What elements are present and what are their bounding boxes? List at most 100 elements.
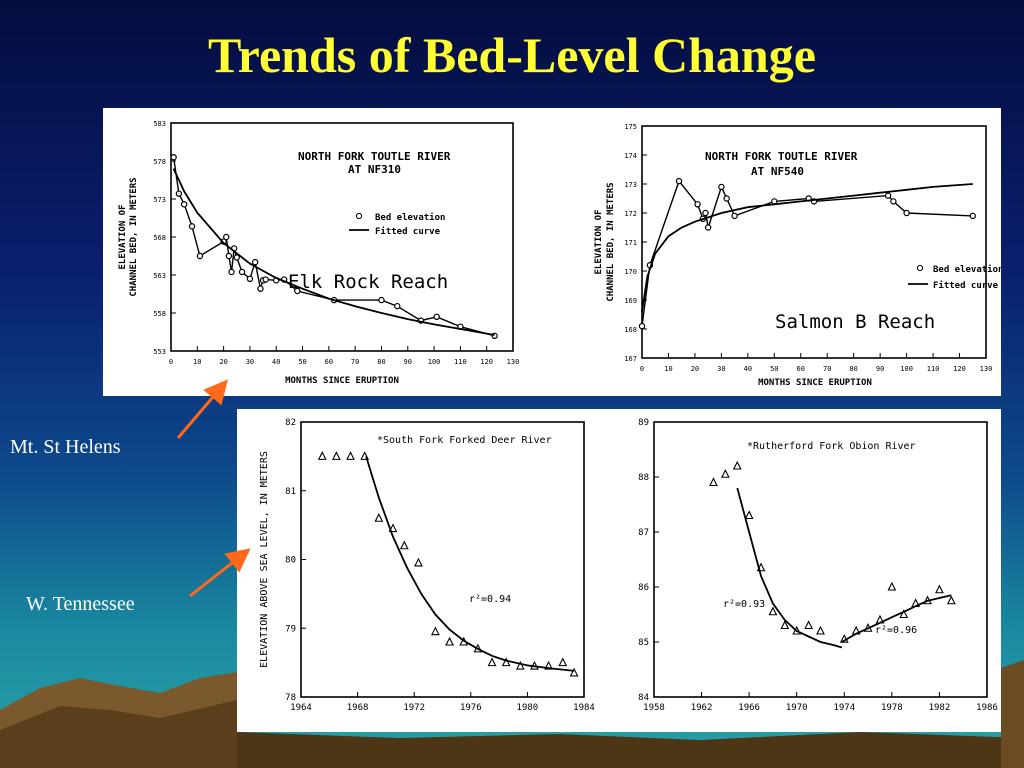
data-point bbox=[228, 268, 235, 276]
chart-title: *Rutherford Fork Obion River bbox=[747, 441, 916, 452]
data-point bbox=[702, 209, 709, 217]
chart-title: AT NF310 bbox=[348, 163, 401, 176]
y-tick-label: 175 bbox=[624, 123, 637, 131]
y-axis-label: ELEVATION ABOVE SEA LEVEL, IN METERS bbox=[259, 451, 270, 668]
x-tick-label: 10 bbox=[193, 358, 201, 366]
data-point bbox=[890, 198, 897, 205]
chart-title: NORTH FORK TOUTLE RIVER bbox=[298, 150, 451, 163]
x-tick-label: 30 bbox=[717, 365, 725, 373]
x-tick-label: 40 bbox=[744, 365, 752, 373]
x-tick-label: 1966 bbox=[738, 703, 760, 713]
fitted-curve bbox=[736, 487, 843, 649]
bed-elevation-line bbox=[172, 157, 495, 337]
data-point bbox=[935, 584, 944, 594]
x-tick-label: 60 bbox=[797, 365, 805, 373]
y-tick-label: 87 bbox=[638, 528, 649, 538]
data-point bbox=[175, 190, 183, 197]
x-tick-label: 30 bbox=[246, 358, 254, 366]
data-point bbox=[394, 302, 401, 310]
x-tick-label: 50 bbox=[298, 358, 306, 366]
x-tick-label: 90 bbox=[404, 358, 412, 366]
y-tick-label: 563 bbox=[153, 272, 166, 280]
r-squared-label: r²=0.93 bbox=[723, 599, 765, 610]
data-point bbox=[180, 201, 188, 208]
y-tick-label: 578 bbox=[153, 158, 166, 166]
data-point bbox=[899, 609, 909, 619]
fitted-curve bbox=[641, 183, 973, 312]
x-tick-label: 1972 bbox=[403, 703, 425, 713]
y-tick-label: 171 bbox=[624, 239, 637, 247]
data-point bbox=[196, 252, 204, 260]
x-tick-label: 70 bbox=[351, 358, 359, 366]
x-tick-label: 0 bbox=[169, 358, 173, 366]
data-point bbox=[804, 620, 813, 630]
x-tick-label: 20 bbox=[691, 365, 699, 373]
data-point bbox=[718, 183, 725, 191]
data-point bbox=[374, 513, 384, 522]
chart-south-fork-forked-deer: 1964 1968 1972 1976 1980 1984 78 79 80 81 82 *South… bbox=[259, 418, 595, 713]
x-tick-label: 70 bbox=[823, 365, 831, 373]
data-point bbox=[445, 636, 454, 646]
data-point bbox=[744, 510, 754, 520]
data-point bbox=[694, 201, 701, 208]
data-point bbox=[887, 581, 897, 591]
y-axis-label: CHANNEL BED, IN METERS bbox=[129, 177, 139, 296]
y-tick-label: 85 bbox=[638, 638, 649, 648]
data-point bbox=[780, 620, 790, 630]
data-point bbox=[704, 224, 712, 231]
x-tick-label: 0 bbox=[640, 365, 644, 373]
data-point bbox=[433, 313, 440, 320]
data-point bbox=[317, 451, 327, 460]
data-point bbox=[732, 460, 742, 470]
x-tick-label: 1964 bbox=[290, 703, 312, 713]
legend-marker-circle bbox=[355, 212, 363, 220]
y-tick-label: 79 bbox=[285, 624, 296, 634]
y-tick-label: 86 bbox=[638, 583, 649, 593]
legend-label: Bed elevation bbox=[375, 212, 445, 223]
y-tick-label: 553 bbox=[153, 348, 166, 356]
slide-title: Trends of Bed-Level Change bbox=[208, 27, 816, 83]
data-point bbox=[816, 625, 825, 635]
data-point bbox=[414, 557, 423, 567]
data-point bbox=[946, 595, 956, 605]
data-point bbox=[487, 657, 497, 667]
y-axis-label: CHANNEL BED, IN METERS bbox=[606, 182, 616, 301]
data-point bbox=[170, 154, 177, 161]
y-tick-label: 173 bbox=[624, 181, 637, 189]
x-axis-label: MONTHS SINCE ERUPTION bbox=[758, 378, 872, 388]
plot-frame bbox=[653, 421, 988, 698]
data-point bbox=[251, 258, 259, 266]
data-point bbox=[720, 469, 730, 478]
data-point bbox=[188, 223, 196, 230]
x-tick-label: 80 bbox=[849, 365, 857, 373]
w-tennessee-panel: 1964 1968 1972 1976 1980 1984 78 79 80 81 82 *South… bbox=[237, 409, 1001, 732]
data-point bbox=[675, 177, 683, 185]
r-squared-label: r²=0.94 bbox=[469, 594, 511, 605]
label-mt-st-helens: Mt. St Helens bbox=[10, 436, 121, 458]
y-tick-label: 89 bbox=[638, 418, 649, 428]
x-tick-label: 10 bbox=[664, 365, 672, 373]
data-point bbox=[225, 252, 233, 260]
x-tick-label: 1974 bbox=[833, 703, 855, 713]
legend-marker-circle bbox=[916, 264, 924, 272]
y-tick-label: 168 bbox=[624, 326, 637, 334]
x-tick-label: 120 bbox=[480, 358, 493, 366]
y-tick-label: 80 bbox=[285, 556, 296, 566]
fitted-curve bbox=[365, 456, 575, 672]
mt-st-helens-panel: 0 10 20 30 40 50 60 70 80 90 100 110 120 130 553 558 563… bbox=[103, 108, 1001, 396]
data-point bbox=[346, 451, 355, 460]
data-point bbox=[969, 212, 976, 220]
y-tick-label: 88 bbox=[638, 473, 649, 483]
data-point bbox=[638, 322, 646, 330]
x-tick-label: 1976 bbox=[460, 703, 482, 713]
x-tick-label: 110 bbox=[454, 358, 467, 366]
data-point bbox=[257, 285, 264, 292]
x-tick-label: 1980 bbox=[517, 703, 539, 713]
data-point bbox=[246, 275, 254, 282]
chart-nf310: 0 10 20 30 40 50 60 70 80 90 100 110 120 130 553 558 563… bbox=[118, 120, 519, 386]
y-tick-label: 82 bbox=[285, 418, 296, 428]
data-point bbox=[331, 451, 341, 460]
x-tick-label: 1982 bbox=[929, 703, 951, 713]
chart-title: AT NF540 bbox=[751, 165, 804, 178]
x-tick-label: 1978 bbox=[881, 703, 903, 713]
